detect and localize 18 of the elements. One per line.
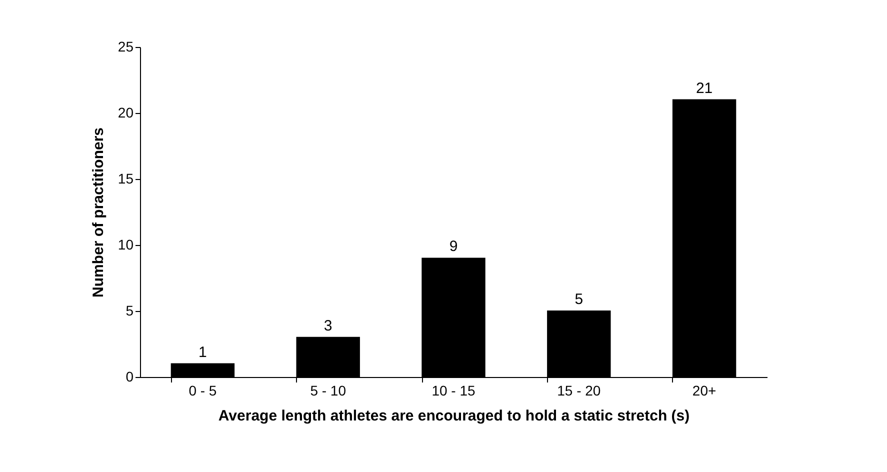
x-tick-label: 0 - 5 bbox=[188, 382, 217, 398]
x-tick-label: 20+ bbox=[692, 382, 716, 398]
data-label: 3 bbox=[324, 317, 332, 334]
x-tick-label: 15 - 20 bbox=[557, 382, 601, 398]
y-tick-label: 15 bbox=[118, 170, 134, 186]
data-label: 21 bbox=[696, 80, 713, 97]
y-tick-label: 0 bbox=[126, 368, 134, 384]
data-label: 1 bbox=[198, 344, 207, 361]
y-axis-title: Number of practitioners bbox=[90, 127, 107, 298]
x-axis-title: Average length athletes are encouraged to hold a static stretch (s) bbox=[218, 408, 690, 424]
data-label: 9 bbox=[449, 238, 458, 256]
x-tick-label: 10 - 15 bbox=[432, 382, 476, 398]
data-label: 5 bbox=[574, 291, 584, 308]
x-tick-label: 5 - 10 bbox=[310, 382, 346, 398]
y-tick-label: 20 bbox=[118, 104, 134, 120]
y-tick-label: 10 bbox=[118, 236, 134, 252]
y-tick-label: 25 bbox=[118, 38, 134, 54]
y-tick-label: 5 bbox=[126, 302, 134, 318]
